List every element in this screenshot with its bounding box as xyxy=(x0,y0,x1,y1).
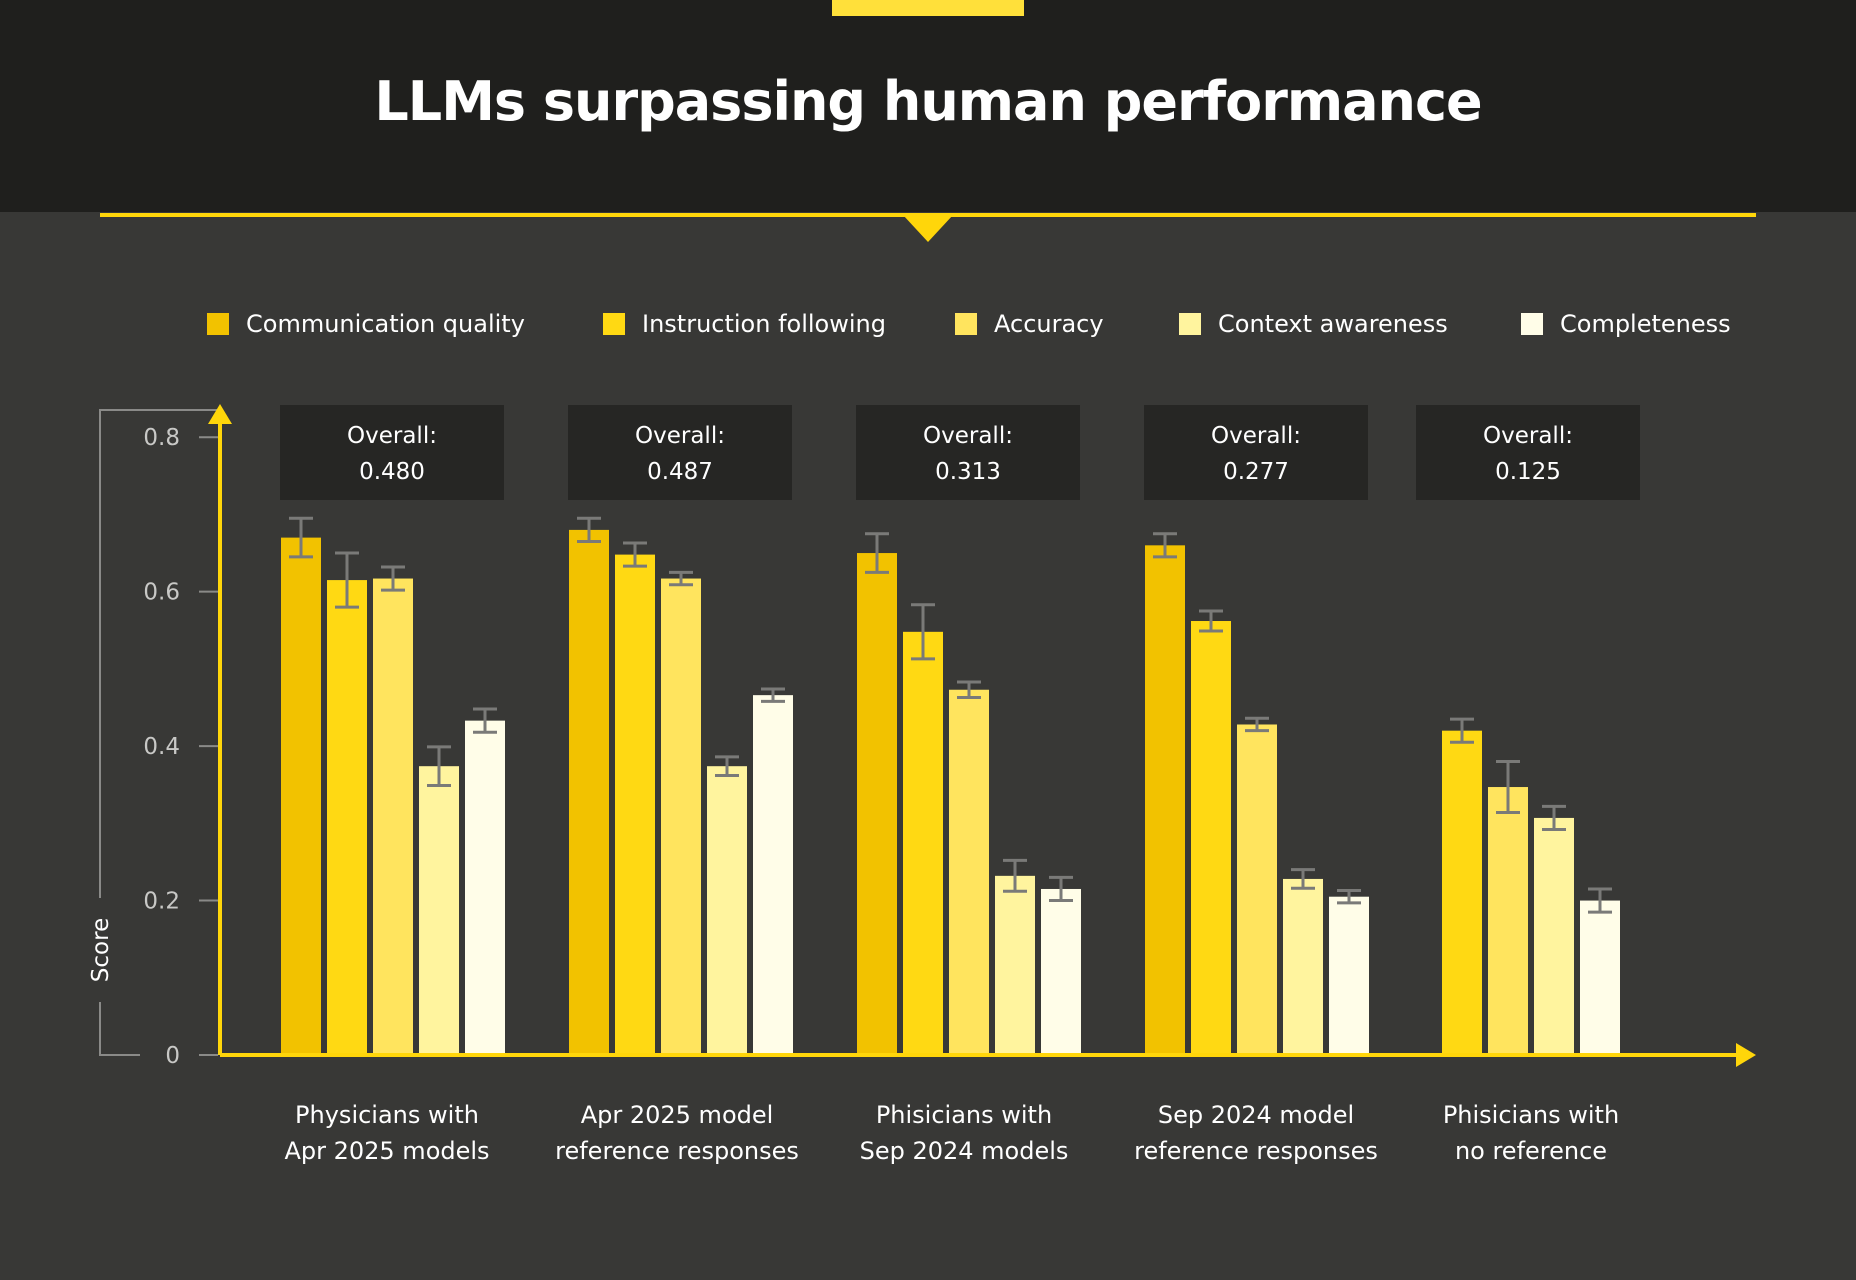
bar xyxy=(1145,545,1185,1055)
bar xyxy=(1237,724,1277,1055)
bar xyxy=(1580,900,1620,1055)
y-tick-label: 0 xyxy=(165,1043,180,1069)
bar xyxy=(1041,888,1081,1055)
bar xyxy=(465,720,505,1055)
x-tick-label: Sep 2024 model reference responses xyxy=(1134,1101,1378,1165)
x-axis-arrow xyxy=(1736,1043,1756,1067)
y-tick-label: 0.6 xyxy=(143,580,180,606)
overall-label: Overall: xyxy=(635,423,725,449)
legend: Communication quality Instruction followi… xyxy=(207,310,1731,338)
error-bars xyxy=(289,516,1612,914)
bar xyxy=(949,689,989,1055)
page-title: LLMs surpassing human performance xyxy=(374,70,1482,133)
overall-box xyxy=(1416,405,1640,500)
legend-swatch xyxy=(1179,313,1201,335)
bar xyxy=(995,875,1035,1055)
x-tick-label-line: Phisicians with xyxy=(1443,1101,1619,1129)
bar xyxy=(903,631,943,1055)
legend-label: Completeness xyxy=(1560,310,1731,338)
bar xyxy=(707,766,747,1055)
bar xyxy=(281,537,321,1055)
legend-swatch xyxy=(955,313,977,335)
x-tick-label: Phisicians with no reference xyxy=(1443,1101,1619,1165)
bar xyxy=(615,554,655,1055)
legend-label: Context awareness xyxy=(1218,310,1448,338)
x-tick-labels: Physicians with Apr 2025 models Apr 2025 m… xyxy=(284,1101,1619,1165)
header-pointer xyxy=(903,215,953,242)
bar xyxy=(661,578,701,1055)
bar xyxy=(857,553,897,1055)
x-tick-label: Phisicians with Sep 2024 models xyxy=(860,1101,1069,1165)
bar xyxy=(419,766,459,1055)
bar xyxy=(1488,787,1528,1055)
x-tick-label-line: Apr 2025 models xyxy=(284,1137,489,1165)
y-tick-label: 0.2 xyxy=(143,889,180,915)
legend-label: Accuracy xyxy=(994,310,1104,338)
overall-value: 0.487 xyxy=(647,459,713,485)
legend-label: Instruction following xyxy=(642,310,886,338)
overall-value: 0.480 xyxy=(359,459,425,485)
overall-value: 0.313 xyxy=(935,459,1001,485)
y-tick-label: 0.8 xyxy=(143,425,180,451)
x-tick-label-line: reference responses xyxy=(1134,1137,1378,1165)
header-accent-tab xyxy=(832,0,1024,16)
x-tick-label-line: reference responses xyxy=(555,1137,799,1165)
bar xyxy=(373,578,413,1055)
bar xyxy=(1442,730,1482,1055)
legend-swatch xyxy=(207,313,229,335)
bar xyxy=(1534,817,1574,1055)
legend-swatch xyxy=(603,313,625,335)
bar xyxy=(753,695,793,1055)
overall-box xyxy=(280,405,504,500)
y-axis-arrow xyxy=(208,404,232,424)
x-tick-label: Apr 2025 model reference responses xyxy=(555,1101,799,1165)
bars xyxy=(281,529,1620,1055)
overall-box xyxy=(568,405,792,500)
header-band: LLMs surpassing human performance xyxy=(0,0,1856,212)
bar xyxy=(1191,621,1231,1055)
overall-box xyxy=(856,405,1080,500)
x-tick-label-line: Sep 2024 model xyxy=(1158,1101,1354,1129)
overall-label: Overall: xyxy=(1211,423,1301,449)
overall-annotations: Overall: 0.480 Overall: 0.487 Overall: 0.313 O… xyxy=(280,405,1640,500)
bar xyxy=(1329,896,1369,1055)
y-axis-label: Score xyxy=(88,918,114,982)
x-tick-label-line: no reference xyxy=(1455,1137,1607,1165)
legend-label: Communication quality xyxy=(246,310,525,338)
overall-value: 0.277 xyxy=(1223,459,1289,485)
x-tick-label: Physicians with Apr 2025 models xyxy=(284,1101,489,1165)
legend-swatch xyxy=(1521,313,1543,335)
x-tick-label-line: Phisicians with xyxy=(876,1101,1052,1129)
y-tick-label: 0.4 xyxy=(143,734,180,760)
overall-value: 0.125 xyxy=(1495,459,1561,485)
x-tick-label-line: Sep 2024 models xyxy=(860,1137,1069,1165)
overall-label: Overall: xyxy=(923,423,1013,449)
overall-label: Overall: xyxy=(347,423,437,449)
overall-label: Overall: xyxy=(1483,423,1573,449)
y-axis-bracket xyxy=(99,409,218,898)
bar xyxy=(569,529,609,1055)
bar xyxy=(327,580,367,1055)
x-tick-label-line: Physicians with xyxy=(295,1101,479,1129)
y-axis-bracket-lower xyxy=(99,1002,140,1056)
bar xyxy=(1283,878,1323,1055)
x-tick-label-line: Apr 2025 model xyxy=(581,1101,774,1129)
overall-box xyxy=(1144,405,1368,500)
y-ticks: 0 0.2 0.4 0.6 0.8 xyxy=(143,425,218,1069)
